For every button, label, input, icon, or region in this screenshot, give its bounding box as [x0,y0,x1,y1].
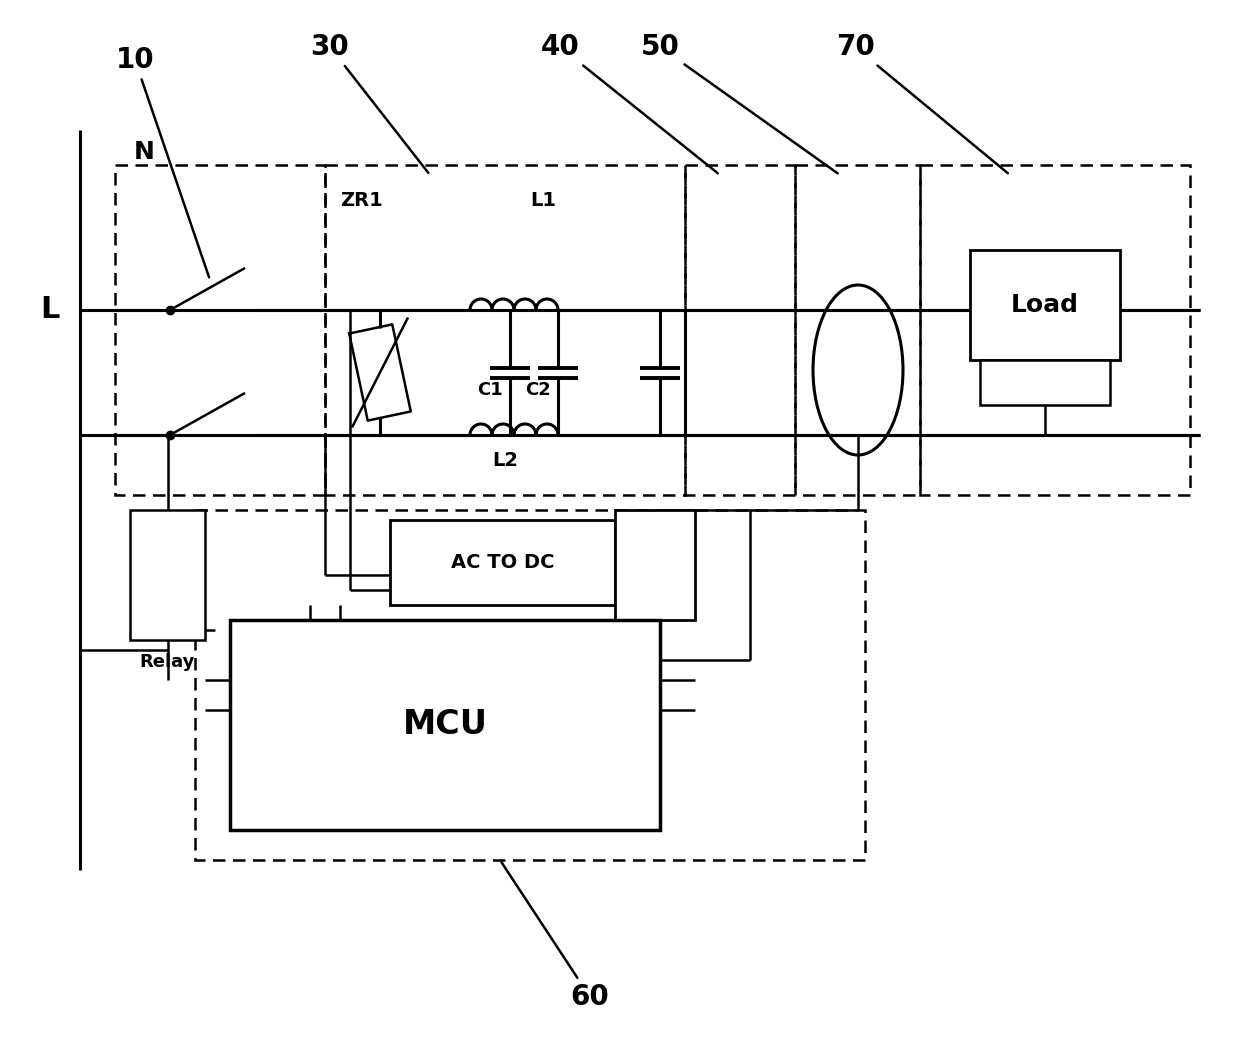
Text: ZR1: ZR1 [340,191,383,209]
Bar [920,165,1190,495]
Text: L1: L1 [529,191,556,209]
Bar [130,510,205,640]
Text: 60: 60 [501,863,609,1011]
Text: C1: C1 [477,381,503,399]
Bar [795,165,920,495]
Text: 40: 40 [541,33,718,173]
Text: 50: 50 [641,33,838,173]
Bar [684,165,795,495]
Text: MCU: MCU [403,709,487,742]
Bar [970,250,1120,359]
Text: Relay: Relay [140,653,195,671]
Text: N: N [134,140,155,164]
Text: Load: Load [1011,293,1079,317]
Bar [115,165,325,495]
Text: AC TO DC: AC TO DC [451,553,554,572]
Bar [195,510,866,860]
Text: 10: 10 [115,46,210,277]
Bar [229,620,660,830]
Text: C2: C2 [525,381,551,399]
Text: 70: 70 [836,33,1008,173]
Bar [391,520,615,605]
Text: 30: 30 [311,33,428,173]
Bar [615,510,694,620]
Text: L2: L2 [492,450,518,470]
Text: L: L [41,296,60,324]
Bar [325,165,684,495]
Bar [980,359,1110,405]
